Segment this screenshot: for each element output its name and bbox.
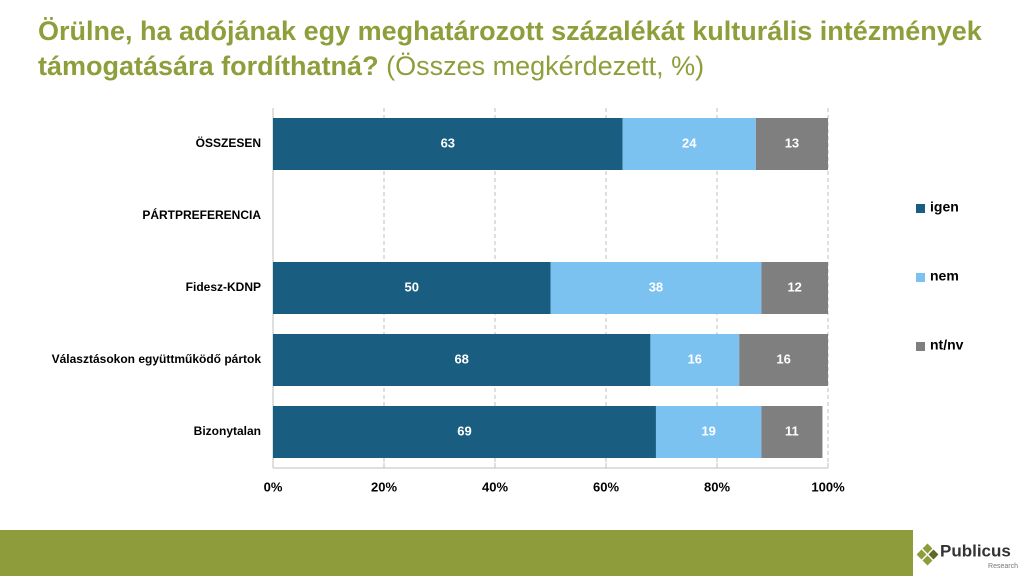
bar-segment — [273, 118, 623, 170]
category-label: Választásokon együttműködő pártok — [52, 352, 262, 366]
legend-swatch — [916, 204, 925, 213]
footer-band — [0, 530, 1024, 576]
legend-label: nem — [930, 268, 959, 284]
data-label: 11 — [785, 423, 799, 438]
bar-segment — [761, 262, 828, 314]
logo-icon — [916, 543, 939, 566]
logo-name: Publicus — [940, 541, 1011, 560]
x-tick-label: 100% — [811, 479, 845, 494]
legend-label: igen — [930, 199, 959, 215]
data-label: 16 — [688, 351, 702, 366]
bar-segment — [273, 262, 551, 314]
chart-title: Örülne, ha adójának egy meghatározott sz… — [38, 16, 982, 81]
data-label: 69 — [457, 423, 471, 438]
data-label: 16 — [776, 351, 790, 366]
x-tick-label: 0% — [264, 479, 283, 494]
x-tick-label: 20% — [371, 479, 397, 494]
bar-segment — [755, 118, 828, 170]
x-tick-label: 80% — [704, 479, 730, 494]
data-label: 24 — [682, 135, 697, 150]
bar-segment — [550, 262, 762, 314]
chart-subtitle: (Összes megkérdezett, %) — [386, 51, 705, 81]
data-label: 13 — [785, 135, 799, 150]
category-label: Fidesz-KDNP — [186, 280, 261, 294]
data-label: 68 — [454, 351, 468, 366]
title-block: Örülne, ha adójának egy meghatározott sz… — [38, 14, 998, 84]
bar-segment — [273, 406, 656, 458]
data-label: 63 — [441, 135, 455, 150]
legend-swatch — [916, 273, 925, 282]
bar-segment — [650, 334, 740, 386]
x-tick-label: 60% — [593, 479, 619, 494]
category-label: PÁRTPREFERENCIA — [142, 207, 261, 222]
bar-segment — [739, 334, 828, 386]
bar-segment — [761, 406, 823, 458]
bar-segment — [655, 406, 762, 458]
data-label: 12 — [787, 279, 801, 294]
bar-segment — [622, 118, 756, 170]
data-label: 19 — [701, 423, 715, 438]
logo-sub: Research — [988, 563, 1018, 570]
legend-swatch — [916, 342, 925, 351]
x-tick-label: 40% — [482, 479, 508, 494]
legend-label: nt/nv — [930, 337, 964, 353]
data-label: 50 — [405, 279, 419, 294]
category-label: Bizonytalan — [194, 424, 261, 438]
bar-segment — [273, 334, 651, 386]
data-label: 38 — [649, 279, 663, 294]
category-label: ÖSSZESEN — [196, 135, 261, 150]
